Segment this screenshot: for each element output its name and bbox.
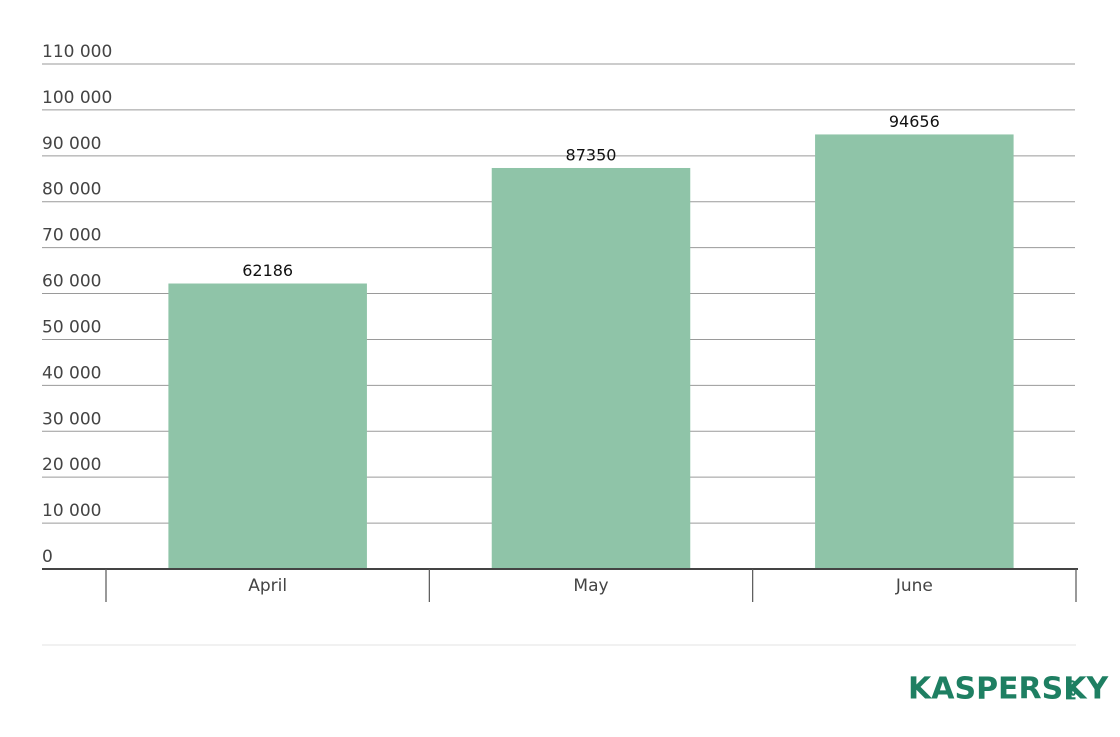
bar [815, 134, 1014, 569]
y-tick-label: 40 000 [42, 363, 101, 383]
y-tick-label: 10 000 [42, 501, 101, 521]
value-label: 87350 [566, 145, 617, 164]
x-tick-label: April [248, 576, 287, 596]
value-label: 94656 [889, 112, 940, 131]
x-tick-label: May [573, 576, 608, 596]
y-tick-label: 60 000 [42, 272, 101, 292]
y-tick-label: 80 000 [42, 180, 101, 200]
y-tick-label: 30 000 [42, 409, 101, 429]
y-tick-label: 90 000 [42, 134, 101, 154]
value-label: 62186 [242, 261, 293, 280]
y-tick-label: 0 [42, 547, 53, 567]
y-tick-label: 100 000 [42, 88, 112, 108]
brand-logo: KASPERSKY [908, 672, 1110, 707]
y-tick-label: 70 000 [42, 226, 101, 246]
bar [491, 167, 691, 570]
y-tick-label: 110 000 [42, 42, 112, 62]
brand-logo-sub: lab [1065, 679, 1079, 700]
y-tick-label: 50 000 [42, 317, 101, 337]
x-tick-label: June [895, 576, 933, 596]
bar [168, 283, 367, 569]
y-tick-label: 20 000 [42, 455, 101, 475]
